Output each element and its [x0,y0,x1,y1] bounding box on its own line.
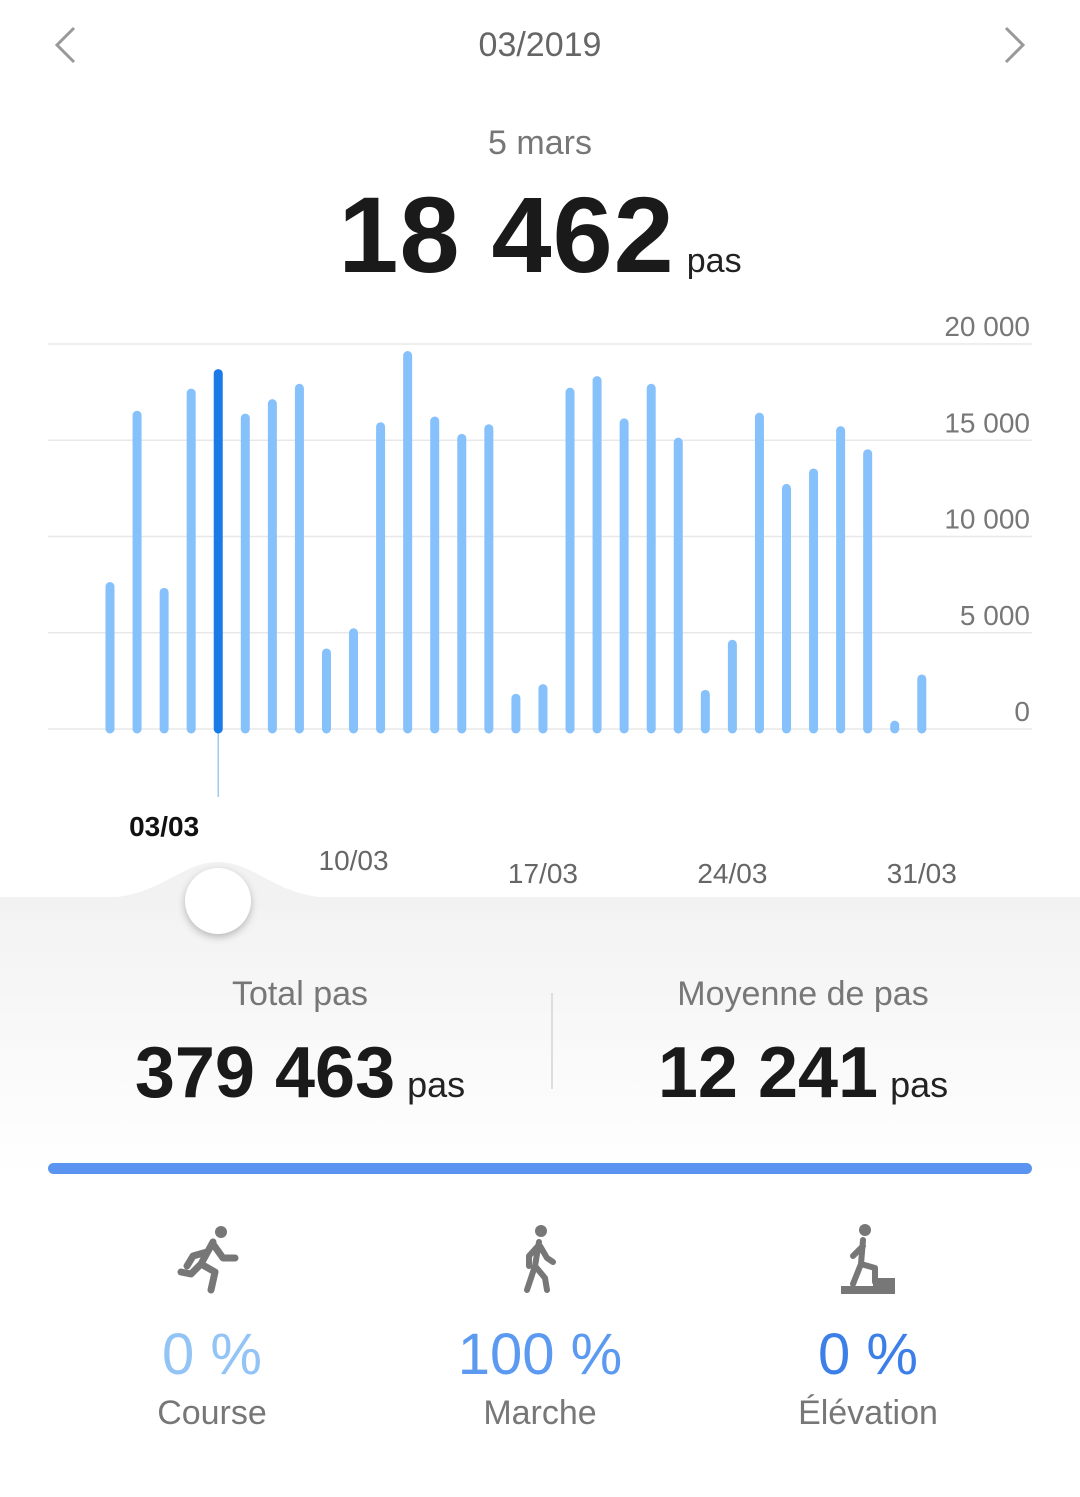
total-steps-unit: pas [407,1064,466,1105]
average-steps-unit: pas [890,1064,949,1105]
y-tick-label: 5 000 [960,600,1030,631]
activity-progress-bar [48,1163,1032,1174]
x-tick-label: 17/03 [508,858,578,889]
y-tick-label: 20 000 [944,311,1030,342]
activity-name: Marche [483,1394,597,1432]
x-tick-label: 24/03 [697,858,767,889]
average-steps-value: 12 241 [657,1033,879,1113]
activity-percent: 0 % [818,1322,918,1387]
selected-steps: 18 462 pas [0,172,1080,297]
activity-percent: 100 % [457,1322,623,1387]
selected-steps-unit: pas [686,242,742,280]
selected-steps-value: 18 462 [338,174,675,295]
chevron-right-icon[interactable] [990,20,1040,70]
selected-date: 5 mars [488,124,592,162]
x-tick-label: 31/03 [887,858,957,889]
x-tick-label: 03/03 [129,811,199,842]
summary-panel [0,897,1080,1497]
activity-marche: 100 % Marche [390,1222,690,1433]
total-steps-label: Total pas [231,975,369,1013]
y-tick-label: 0 [1014,696,1030,727]
y-tick-label: 15 000 [944,407,1030,438]
climbing-icon [841,1224,895,1294]
activity-name: Course [157,1394,267,1432]
steps-chart[interactable]: 20 000 15 000 10 000 5 000 0 03/03 10/03 17/03 2… [0,300,1080,900]
walking-icon [524,1225,556,1293]
average-steps-label: Moyenne de pas [677,975,929,1013]
total-steps-value: 379 463 [134,1033,396,1113]
average-steps: Moyenne de pas 12 241 pas [553,975,1053,1114]
activity-name: Élévation [798,1394,938,1432]
divider [551,993,553,1089]
y-tick-label: 10 000 [944,504,1030,535]
total-steps: Total pas 379 463 pas [50,975,550,1114]
slider-track [0,862,1080,900]
date-slider-handle[interactable] [185,868,251,934]
activity-percent: 0 % [162,1322,262,1387]
chevron-left-icon[interactable] [42,20,92,70]
x-tick-label: 10/03 [319,845,389,876]
running-icon [177,1226,239,1294]
activity-course: 0 % Course [62,1222,362,1433]
activity-elevation: 0 % Élévation [718,1222,1018,1433]
month-title: 03/2019 [478,26,602,64]
